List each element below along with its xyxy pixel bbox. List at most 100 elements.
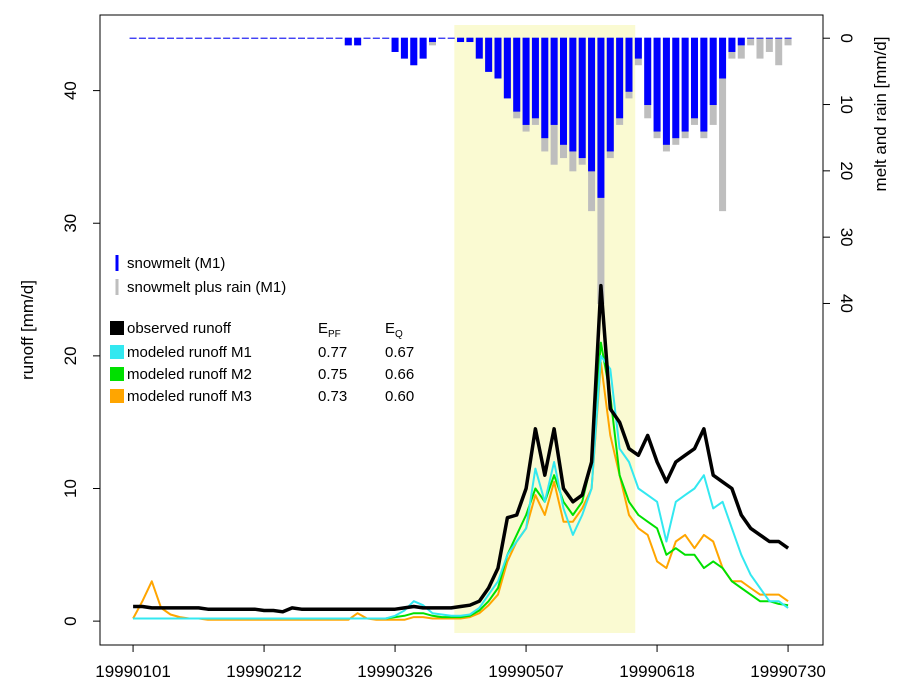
legend-label: snowmelt plus rain (M1) [127, 279, 286, 296]
y2-tick-label: 30 [837, 228, 856, 247]
legend-efficiency: 0.60 [385, 388, 414, 405]
y-tick-label: 10 [61, 479, 80, 498]
header-symbol: E [385, 320, 395, 337]
x-tick-label: 19990507 [488, 662, 564, 681]
y-tick-label: 20 [61, 346, 80, 365]
bar [503, 37, 511, 99]
y2-tick-label: 10 [837, 95, 856, 114]
legend-label: modeled runoff M2 [127, 366, 252, 383]
bar [438, 37, 446, 39]
header-subscript: Q [395, 329, 403, 340]
bar [354, 37, 362, 46]
bar [213, 37, 221, 39]
legend-column-header: EQ [385, 320, 403, 340]
bar [569, 37, 577, 152]
bar [428, 37, 436, 43]
bar [391, 37, 399, 52]
bar [700, 37, 708, 132]
bar [690, 37, 698, 119]
bar [559, 37, 567, 145]
bar [204, 37, 212, 39]
bar [297, 37, 305, 39]
bar [513, 37, 521, 112]
bar [616, 37, 624, 119]
x-tick-label: 19990730 [750, 662, 826, 681]
bar [129, 37, 137, 39]
legend-swatch [110, 321, 124, 335]
legend-label: modeled runoff M3 [127, 388, 252, 405]
line [133, 354, 789, 620]
bar [634, 37, 642, 59]
legend-efficiency: 0.75 [318, 366, 347, 383]
legend-efficiency: 0.66 [385, 366, 414, 383]
bar [344, 37, 352, 46]
bar [485, 37, 493, 72]
legend-label: observed runoff [127, 320, 232, 337]
bar [747, 37, 755, 46]
legend-efficiency: 0.67 [385, 344, 414, 361]
bar [756, 37, 764, 59]
bar [185, 37, 193, 39]
bar [447, 37, 455, 39]
y-tick-label: 40 [61, 81, 80, 100]
bar [737, 37, 745, 46]
bar [719, 37, 727, 79]
bar [784, 37, 792, 39]
bar [550, 37, 558, 125]
bar [719, 37, 727, 212]
legend-column-header: EPF [318, 320, 341, 340]
bar [457, 37, 465, 43]
bar [775, 37, 783, 66]
bar [335, 37, 343, 39]
bar [578, 37, 586, 159]
bar [195, 37, 203, 39]
bar [382, 37, 390, 39]
bar [166, 37, 174, 39]
bar [588, 37, 596, 172]
legend-efficiency: 0.77 [318, 344, 347, 361]
bar [400, 37, 408, 59]
bar [326, 37, 334, 39]
bar [747, 37, 755, 39]
bar [138, 37, 146, 39]
y-tick-label: 30 [61, 214, 80, 233]
bar [606, 37, 614, 152]
bar [223, 37, 231, 39]
bar [157, 37, 165, 39]
line [132, 361, 789, 621]
legend-label: snowmelt (M1) [127, 255, 225, 272]
bar [662, 37, 670, 145]
bar [419, 37, 427, 59]
x-tick-label: 19990101 [95, 662, 171, 681]
legend-swatch [110, 367, 124, 381]
legend-label: modeled runoff M1 [127, 344, 252, 361]
y-tick-label: 0 [61, 616, 80, 625]
legend-efficiency: 0.73 [318, 388, 347, 405]
bar [775, 37, 783, 39]
bar [241, 37, 249, 39]
y2-tick-label: 20 [837, 161, 856, 180]
bar [765, 37, 773, 52]
y2-tick-label: 0 [837, 33, 856, 42]
bar [737, 37, 745, 59]
bar [784, 37, 792, 46]
bar [269, 37, 277, 39]
y-axis-label: runoff [mm/d] [18, 280, 37, 380]
bar [681, 37, 689, 132]
bar [522, 37, 530, 125]
bar [176, 37, 184, 39]
bar [765, 37, 773, 39]
bar [653, 37, 661, 132]
y2-tick-label: 40 [837, 294, 856, 313]
bar [644, 37, 652, 106]
bar [288, 37, 296, 39]
bar [410, 37, 418, 66]
x-tick-label: 19990618 [619, 662, 695, 681]
bar [541, 37, 549, 139]
legend-swatch [110, 389, 124, 403]
bar [466, 37, 474, 43]
legend-swatch [110, 345, 124, 359]
x-tick-label: 19990212 [226, 662, 302, 681]
bar [148, 37, 156, 39]
